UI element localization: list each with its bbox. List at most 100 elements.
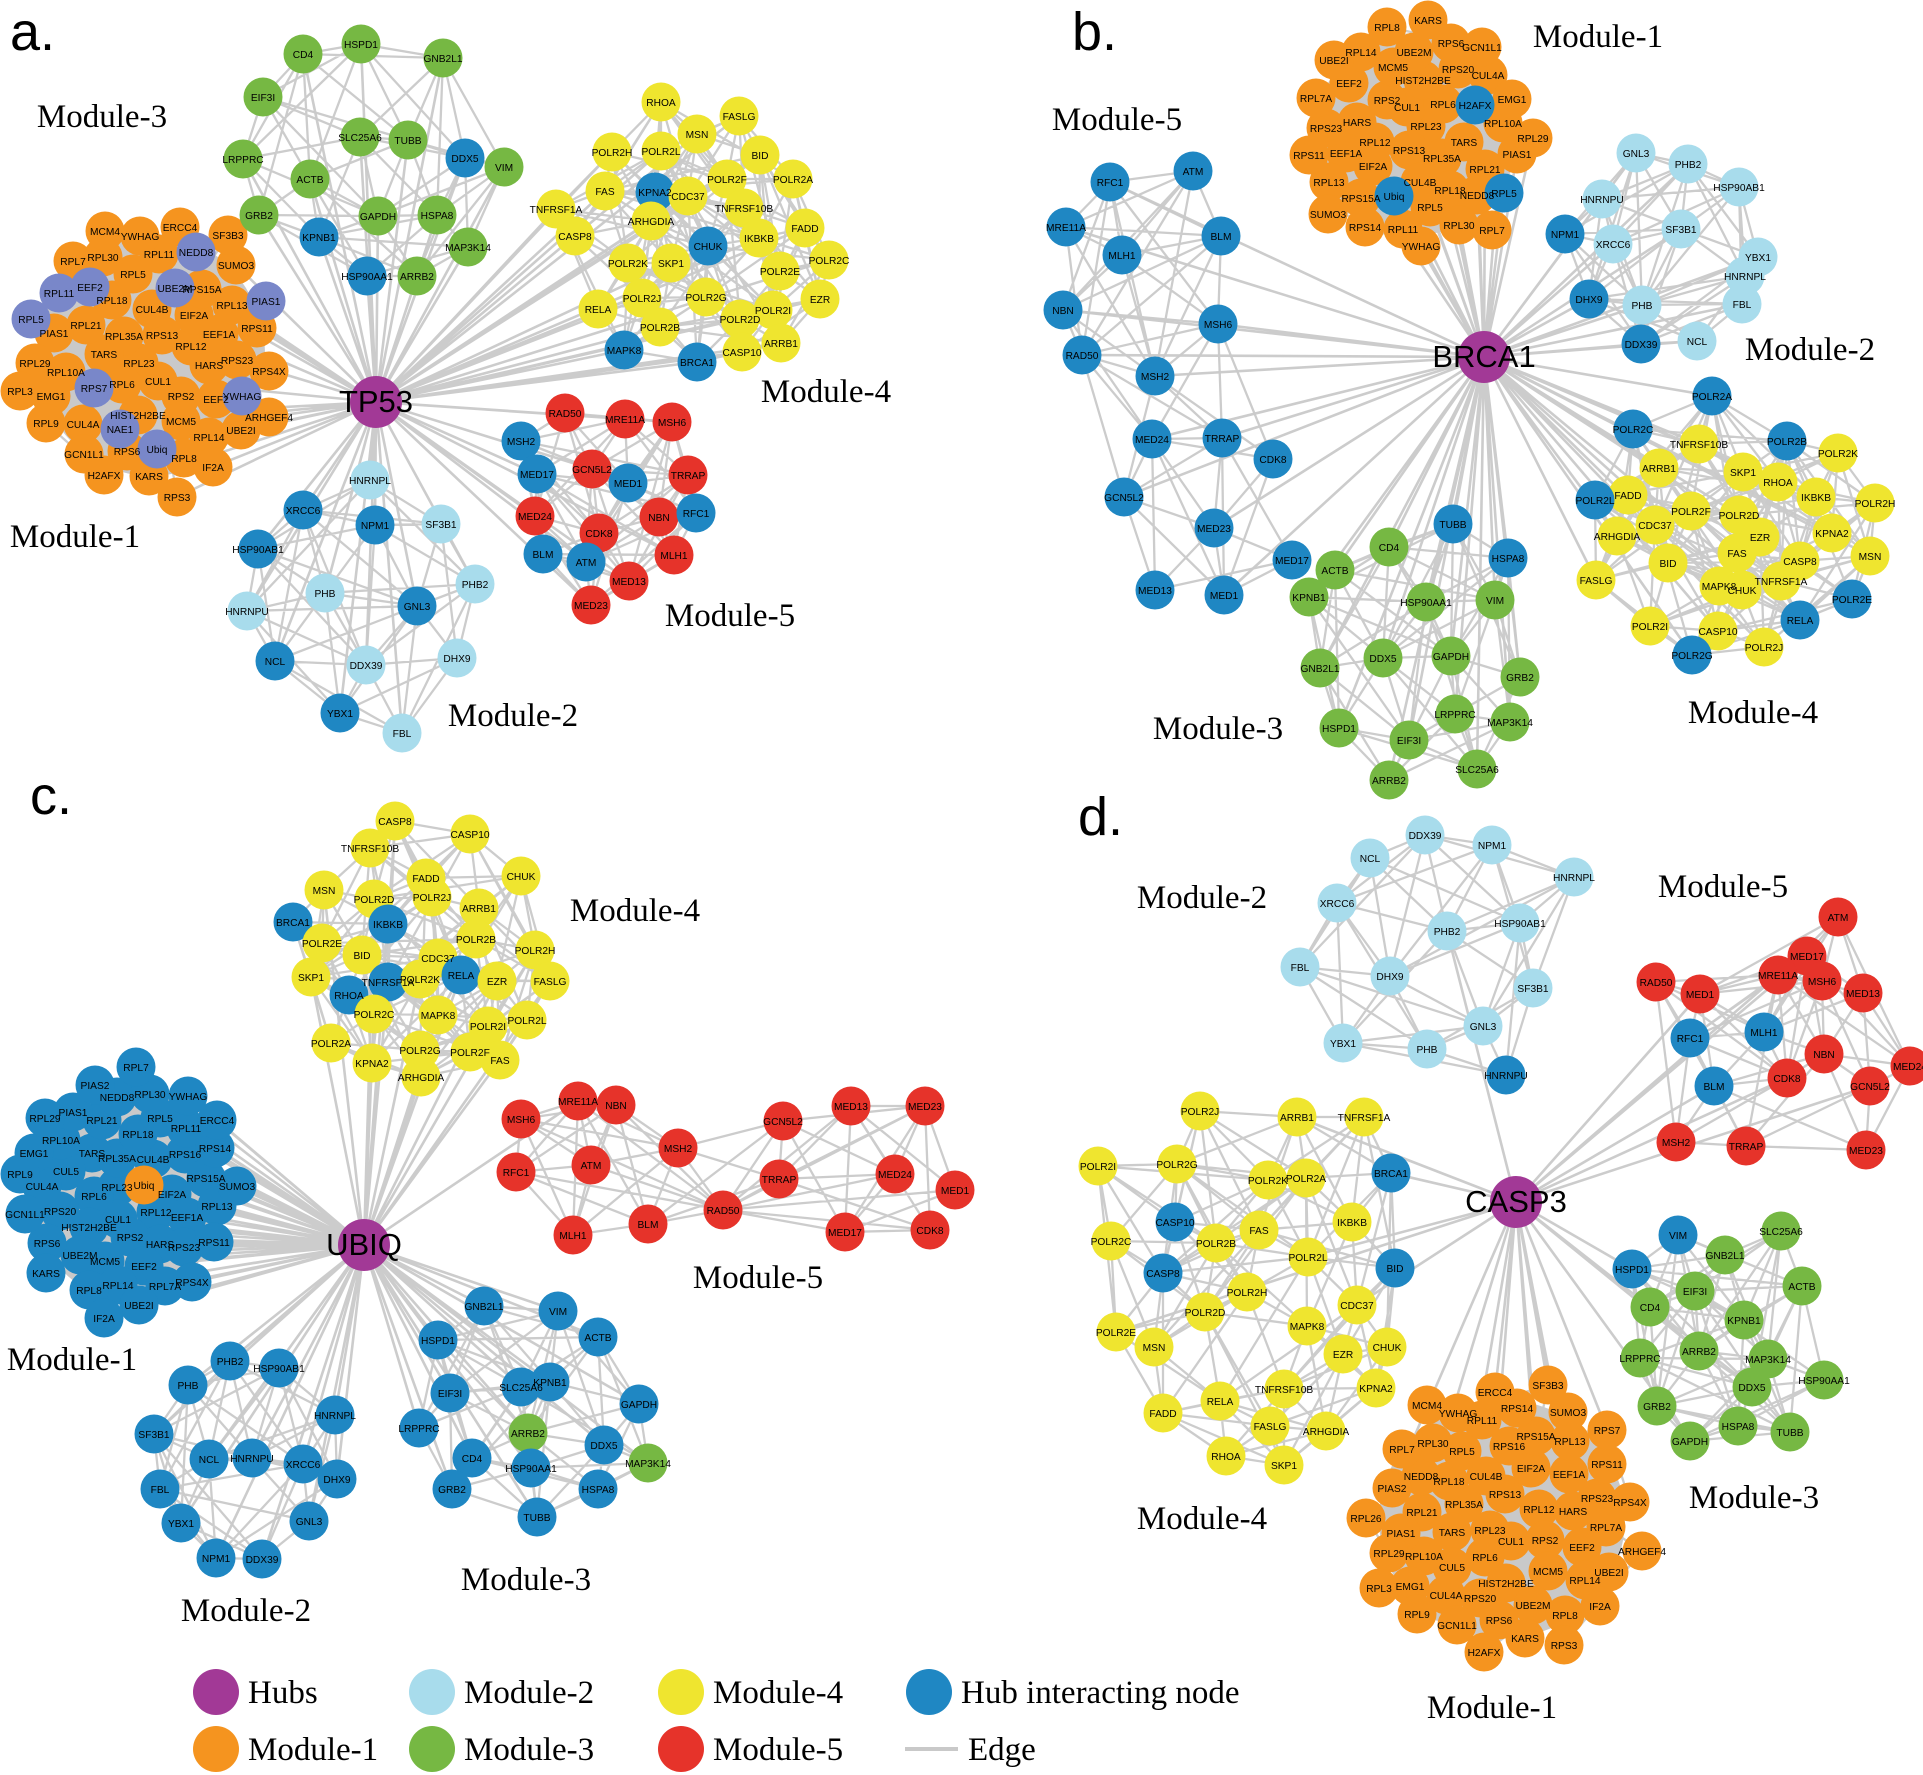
svg-text:NBN: NBN — [1052, 306, 1074, 317]
svg-text:RPL7: RPL7 — [123, 1063, 149, 1074]
svg-text:MSH6: MSH6 — [507, 1115, 536, 1126]
svg-text:SF3B1: SF3B1 — [1665, 225, 1696, 236]
svg-text:ARHGDIA: ARHGDIA — [398, 1073, 445, 1084]
svg-text:POLR2A: POLR2A — [311, 1039, 351, 1050]
svg-text:POLR2I: POLR2I — [470, 1022, 506, 1033]
svg-text:Module-4: Module-4 — [1688, 695, 1818, 731]
svg-text:RPL35A: RPL35A — [105, 332, 143, 343]
svg-text:MSN: MSN — [1859, 552, 1882, 563]
svg-text:RPL35A: RPL35A — [1423, 154, 1461, 165]
svg-text:POLR2H: POLR2H — [1227, 1288, 1268, 1299]
svg-text:SUMO3: SUMO3 — [218, 261, 255, 272]
svg-text:CASP8: CASP8 — [558, 232, 592, 243]
svg-text:MAP3K14: MAP3K14 — [1487, 718, 1533, 729]
svg-text:UBE2I: UBE2I — [1594, 1568, 1623, 1579]
svg-text:FAS: FAS — [595, 187, 614, 198]
svg-text:RPL7A: RPL7A — [1300, 94, 1332, 105]
svg-text:MSH2: MSH2 — [1141, 372, 1170, 383]
svg-text:RPL5: RPL5 — [1417, 203, 1443, 214]
svg-text:POLR2C: POLR2C — [809, 256, 850, 267]
svg-text:ACTB: ACTB — [1321, 566, 1348, 577]
svg-text:HSP90AA1: HSP90AA1 — [341, 272, 393, 283]
svg-text:EMG1: EMG1 — [1396, 1582, 1425, 1593]
svg-text:MRE11A: MRE11A — [558, 1097, 598, 1108]
svg-text:Module-3: Module-3 — [1153, 711, 1283, 747]
svg-text:FAS: FAS — [1249, 1226, 1268, 1237]
svg-text:FADD: FADD — [791, 224, 818, 235]
svg-text:RPL7: RPL7 — [1479, 226, 1505, 237]
svg-text:UBE2I: UBE2I — [124, 1301, 153, 1312]
svg-text:SUMO3: SUMO3 — [219, 1182, 256, 1193]
svg-text:RPS20: RPS20 — [44, 1207, 77, 1218]
svg-text:KPNB1: KPNB1 — [1727, 1316, 1761, 1327]
svg-text:GAPDH: GAPDH — [360, 212, 396, 223]
svg-text:MCM4: MCM4 — [1412, 1401, 1442, 1412]
svg-text:IF2A: IF2A — [202, 463, 224, 474]
svg-text:ARRB2: ARRB2 — [1372, 776, 1406, 787]
svg-text:RPS2: RPS2 — [1532, 1536, 1559, 1547]
svg-text:RPL7A: RPL7A — [1590, 1523, 1622, 1534]
svg-text:IF2A: IF2A — [1589, 1602, 1611, 1613]
svg-text:RPS13: RPS13 — [1489, 1490, 1522, 1501]
svg-text:ACTB: ACTB — [1788, 1282, 1815, 1293]
svg-text:FADD: FADD — [1149, 1409, 1176, 1420]
svg-text:GCN5L2: GCN5L2 — [572, 465, 612, 476]
svg-text:RPS6: RPS6 — [34, 1239, 61, 1250]
svg-text:EEF2: EEF2 — [131, 1262, 157, 1273]
svg-text:EEF1A: EEF1A — [1330, 149, 1362, 160]
svg-text:FADD: FADD — [1614, 491, 1641, 502]
svg-text:CDK8: CDK8 — [1773, 1074, 1801, 1085]
svg-text:YWHAG: YWHAG — [1439, 1409, 1478, 1420]
svg-text:KPNB1: KPNB1 — [533, 1378, 567, 1389]
svg-text:MED23: MED23 — [1197, 524, 1231, 535]
svg-text:RHOA: RHOA — [1763, 478, 1793, 489]
svg-text:TRRAP: TRRAP — [762, 1175, 797, 1186]
svg-text:RPS2: RPS2 — [117, 1233, 144, 1244]
svg-text:HNRNPL: HNRNPL — [1724, 272, 1766, 283]
svg-text:RPS15A: RPS15A — [1516, 1432, 1555, 1443]
svg-text:TNFRSF10B: TNFRSF10B — [715, 204, 774, 215]
svg-text:RPL21: RPL21 — [86, 1116, 117, 1127]
svg-text:RAD50: RAD50 — [1066, 351, 1099, 362]
svg-text:NEDD8: NEDD8 — [100, 1093, 135, 1104]
svg-text:MSH6: MSH6 — [1204, 320, 1233, 331]
svg-text:SF3B1: SF3B1 — [138, 1430, 169, 1441]
svg-text:RPS4X: RPS4X — [1613, 1498, 1647, 1509]
svg-text:HSPA8: HSPA8 — [1492, 554, 1525, 565]
svg-text:GRB2: GRB2 — [438, 1485, 466, 1496]
svg-text:DDX39: DDX39 — [246, 1555, 279, 1566]
svg-text:GAPDH: GAPDH — [1433, 652, 1469, 663]
svg-text:RPL21: RPL21 — [1406, 1508, 1437, 1519]
svg-text:GCN1L1: GCN1L1 — [1437, 1621, 1477, 1632]
svg-text:DDX5: DDX5 — [590, 1441, 618, 1452]
svg-text:RPS6: RPS6 — [1486, 1616, 1513, 1627]
svg-text:TP53: TP53 — [339, 384, 413, 419]
svg-text:PIAS1: PIAS1 — [1387, 1529, 1416, 1540]
svg-text:FASLG: FASLG — [1254, 1422, 1287, 1433]
svg-text:Hubs: Hubs — [248, 1675, 318, 1711]
svg-text:CUL4A: CUL4A — [67, 420, 100, 431]
svg-text:ARRB2: ARRB2 — [400, 272, 434, 283]
svg-text:POLR2G: POLR2G — [399, 1046, 440, 1057]
svg-text:POLR2A: POLR2A — [1286, 1174, 1326, 1185]
svg-text:EIF3I: EIF3I — [1683, 1287, 1707, 1298]
svg-text:MED17: MED17 — [520, 470, 554, 481]
svg-text:RPL5: RPL5 — [18, 315, 44, 326]
svg-text:TRRAP: TRRAP — [1205, 434, 1240, 445]
svg-text:POLR2I: POLR2I — [755, 306, 791, 317]
svg-text:BLM: BLM — [1211, 232, 1232, 243]
svg-text:NPM1: NPM1 — [1551, 230, 1580, 241]
svg-text:SLC25A6: SLC25A6 — [1759, 1227, 1803, 1238]
svg-text:POLR2G: POLR2G — [1671, 651, 1712, 662]
svg-text:RPS6: RPS6 — [1438, 39, 1465, 50]
svg-text:HIST2H2BE: HIST2H2BE — [110, 411, 166, 422]
svg-text:CUL4B: CUL4B — [1404, 178, 1437, 189]
svg-text:HIST2H2BE: HIST2H2BE — [61, 1223, 117, 1234]
svg-text:CUL4B: CUL4B — [1470, 1472, 1503, 1483]
svg-text:BRCA1: BRCA1 — [1374, 1169, 1408, 1180]
svg-text:RAD50: RAD50 — [1640, 978, 1673, 989]
svg-text:GNL3: GNL3 — [404, 602, 431, 613]
svg-text:RPL10A: RPL10A — [47, 368, 85, 379]
svg-text:POLR2C: POLR2C — [1091, 1237, 1132, 1248]
svg-text:ERCC4: ERCC4 — [200, 1116, 235, 1127]
